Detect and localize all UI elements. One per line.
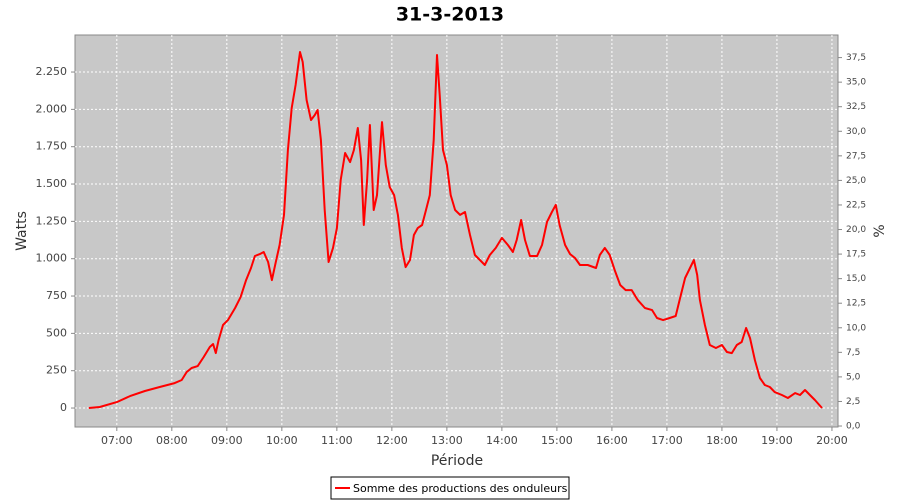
y2-tick-label: 17,5 xyxy=(846,250,866,260)
x-tick-label: 19:00 xyxy=(761,434,793,447)
legend xyxy=(330,476,570,500)
y2-tick-label: 2,5 xyxy=(846,397,860,407)
x-tick-label: 07:00 xyxy=(101,434,133,447)
y2-tick-label: 15,0 xyxy=(846,274,866,284)
y2-tick-label: 7,5 xyxy=(846,348,860,358)
y-tick-label: 0 xyxy=(60,401,67,414)
y-tick-label: 1.250 xyxy=(36,214,68,227)
y2-tick-label: 22,5 xyxy=(846,200,866,210)
y2-tick-label: 5,0 xyxy=(846,372,861,382)
x-tick-label: 13:00 xyxy=(431,434,463,447)
x-tick-label: 09:00 xyxy=(211,434,243,447)
y2-tick-label: 32,5 xyxy=(846,102,866,112)
x-tick-label: 16:00 xyxy=(596,434,628,447)
y-tick-label: 2.250 xyxy=(36,65,68,78)
y-tick-label: 1.000 xyxy=(36,252,68,265)
y-tick-label: 500 xyxy=(46,326,67,339)
y2-tick-label: 30,0 xyxy=(846,127,866,137)
x-tick-label: 14:00 xyxy=(486,434,518,447)
y-axis-label: Watts xyxy=(14,211,30,251)
y2-tick-label: 10,0 xyxy=(846,323,866,333)
y2-tick-label: 12,5 xyxy=(846,299,866,309)
y-tick-label: 750 xyxy=(46,289,67,302)
x-tick-label: 08:00 xyxy=(156,434,188,447)
y2-tick-label: 27,5 xyxy=(846,151,866,161)
x-tick-label: 15:00 xyxy=(541,434,573,447)
chart-title: 31-3-2013 xyxy=(396,4,504,26)
x-tick-label: 18:00 xyxy=(706,434,738,447)
x-tick-label: 10:00 xyxy=(266,434,298,447)
y2-axis-label: % xyxy=(872,224,888,237)
plot-area xyxy=(74,34,839,428)
y2-tick-label: 20,0 xyxy=(846,225,866,235)
y-tick-label: 250 xyxy=(46,364,67,377)
y2-tick-label: 35,0 xyxy=(846,78,866,88)
y2-tick-label: 0,0 xyxy=(846,422,861,432)
y-tick-label: 1.500 xyxy=(36,177,68,190)
x-axis-label: Période xyxy=(431,453,483,469)
x-tick-label: 12:00 xyxy=(376,434,408,447)
y-tick-label: 2.000 xyxy=(36,102,68,115)
line xyxy=(88,51,823,409)
y2-tick-label: 25,0 xyxy=(846,176,866,186)
legend-label: Somme des productions des onduleurs xyxy=(353,482,568,495)
x-tick-label: 17:00 xyxy=(651,434,683,447)
x-tick-label: 11:00 xyxy=(321,434,353,447)
x-tick-label: 20:00 xyxy=(816,434,848,447)
y-tick-label: 1.750 xyxy=(36,140,68,153)
y2-tick-label: 37,5 xyxy=(846,53,866,63)
